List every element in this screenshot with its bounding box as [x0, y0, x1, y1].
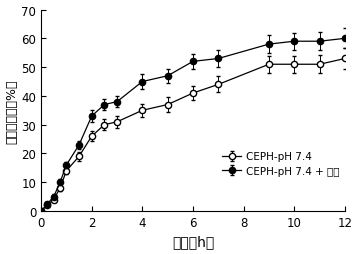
- X-axis label: 时间（h）: 时间（h）: [172, 234, 214, 248]
- Legend: CEPH-pH 7.4, CEPH-pH 7.4 + 超声: CEPH-pH 7.4, CEPH-pH 7.4 + 超声: [222, 152, 340, 176]
- Y-axis label: 累积释放率（%）: 累积释放率（%）: [6, 79, 19, 143]
